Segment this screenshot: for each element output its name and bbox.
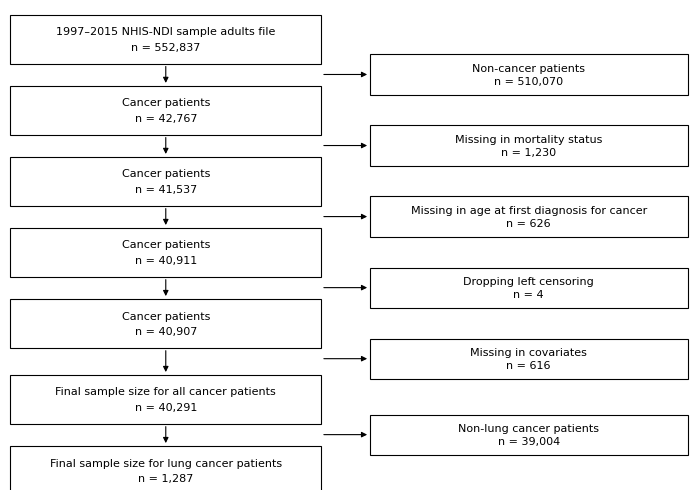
Text: Final sample size for all cancer patients: Final sample size for all cancer patient… bbox=[55, 388, 276, 397]
FancyBboxPatch shape bbox=[370, 415, 688, 455]
FancyBboxPatch shape bbox=[10, 86, 321, 135]
Text: n = 1,287: n = 1,287 bbox=[138, 474, 193, 484]
FancyBboxPatch shape bbox=[10, 228, 321, 277]
Text: Cancer patients: Cancer patients bbox=[121, 241, 210, 250]
Text: n = 626: n = 626 bbox=[507, 219, 551, 229]
FancyBboxPatch shape bbox=[370, 125, 688, 166]
Text: Non-cancer patients: Non-cancer patients bbox=[473, 64, 585, 74]
Text: 1997–2015 NHIS-NDI sample adults file: 1997–2015 NHIS-NDI sample adults file bbox=[56, 27, 276, 37]
Text: n = 40,291: n = 40,291 bbox=[135, 403, 197, 413]
FancyBboxPatch shape bbox=[10, 446, 321, 490]
Text: Cancer patients: Cancer patients bbox=[121, 98, 210, 108]
FancyBboxPatch shape bbox=[10, 15, 321, 64]
Text: Cancer patients: Cancer patients bbox=[121, 170, 210, 179]
FancyBboxPatch shape bbox=[370, 196, 688, 237]
Text: Non-lung cancer patients: Non-lung cancer patients bbox=[458, 424, 600, 434]
FancyBboxPatch shape bbox=[370, 54, 688, 95]
FancyBboxPatch shape bbox=[10, 299, 321, 348]
Text: n = 40,907: n = 40,907 bbox=[135, 327, 197, 337]
FancyBboxPatch shape bbox=[370, 339, 688, 379]
Text: n = 40,911: n = 40,911 bbox=[135, 256, 197, 266]
Text: Dropping left censoring: Dropping left censoring bbox=[463, 277, 594, 287]
Text: n = 42,767: n = 42,767 bbox=[135, 114, 197, 124]
Text: n = 1,230: n = 1,230 bbox=[501, 148, 556, 158]
Text: n = 616: n = 616 bbox=[507, 361, 551, 371]
Text: n = 41,537: n = 41,537 bbox=[135, 185, 197, 195]
Text: n = 4: n = 4 bbox=[514, 290, 544, 300]
Text: n = 39,004: n = 39,004 bbox=[498, 437, 560, 447]
FancyBboxPatch shape bbox=[10, 375, 321, 424]
FancyBboxPatch shape bbox=[370, 268, 688, 308]
Text: Missing in mortality status: Missing in mortality status bbox=[455, 135, 602, 145]
Text: Final sample size for lung cancer patients: Final sample size for lung cancer patien… bbox=[50, 459, 282, 468]
Text: n = 552,837: n = 552,837 bbox=[131, 43, 200, 53]
Text: n = 510,070: n = 510,070 bbox=[494, 77, 563, 87]
Text: Missing in covariates: Missing in covariates bbox=[470, 348, 587, 358]
FancyBboxPatch shape bbox=[10, 157, 321, 206]
Text: Missing in age at first diagnosis for cancer: Missing in age at first diagnosis for ca… bbox=[410, 206, 647, 216]
Text: Cancer patients: Cancer patients bbox=[121, 312, 210, 321]
